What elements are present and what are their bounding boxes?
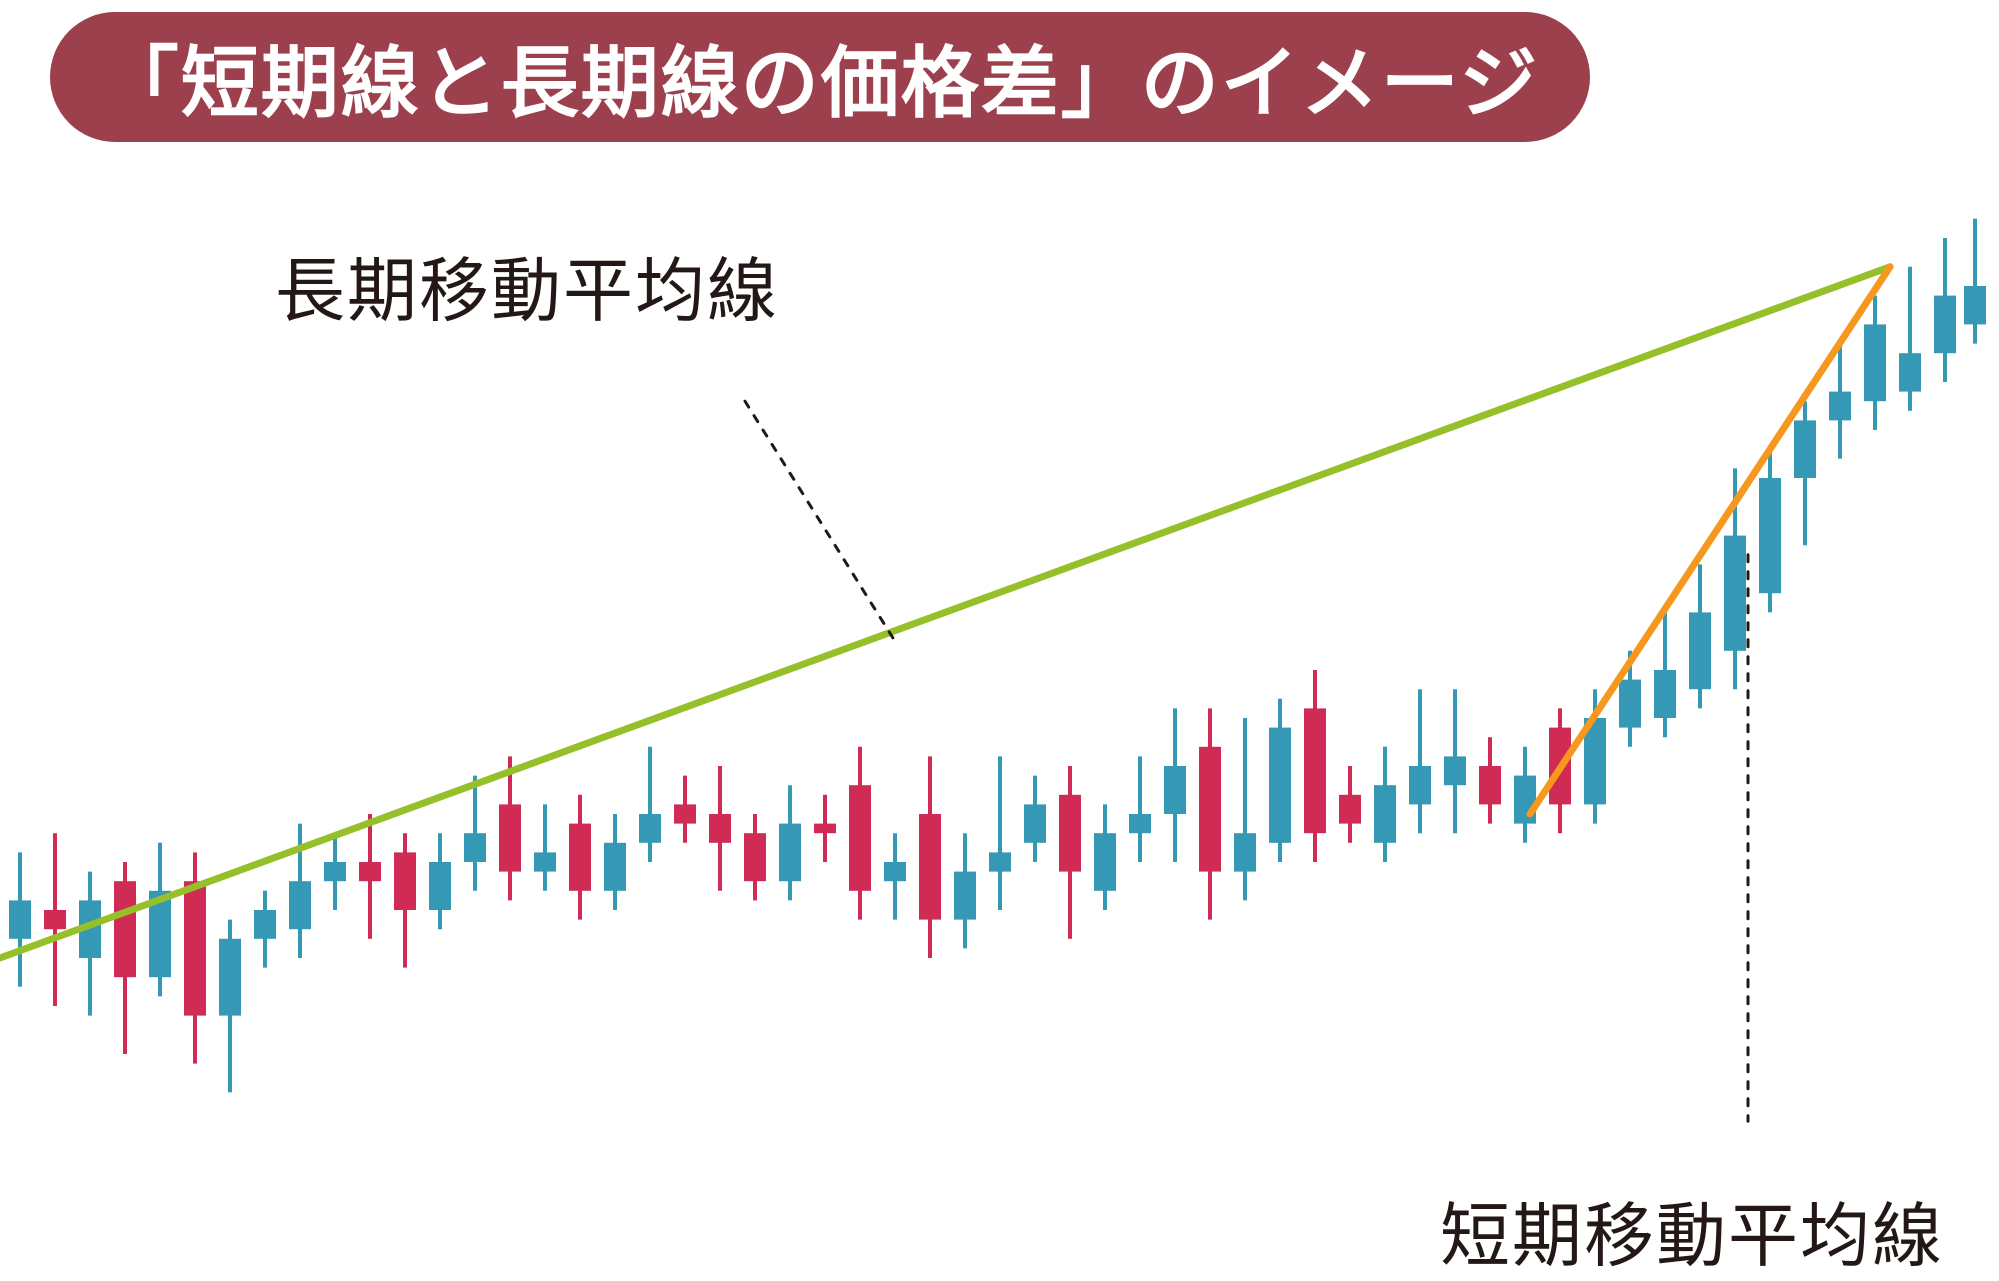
candle-body (1479, 766, 1501, 804)
candle-body (1864, 324, 1886, 401)
candle-body (604, 843, 626, 891)
candlestick-chart (0, 0, 1999, 1281)
long-leader (745, 401, 895, 641)
long-ma-label: 長期移動平均線 (275, 235, 779, 336)
candle-body (9, 900, 31, 938)
candle-body (884, 862, 906, 881)
candle-body (1059, 795, 1081, 872)
candle-body (1654, 670, 1676, 718)
candle-body (1964, 286, 1986, 324)
candle-body (814, 824, 836, 834)
candle-body (1829, 392, 1851, 421)
candle-body (499, 804, 521, 871)
candle-body (1899, 353, 1921, 391)
candle-body (639, 814, 661, 843)
candle-body (1269, 728, 1291, 843)
candle-body (324, 862, 346, 881)
candle-body (394, 852, 416, 910)
candle-body (744, 833, 766, 881)
short-ma-line (1530, 267, 1890, 814)
candle-body (1164, 766, 1186, 814)
candle-body (254, 910, 276, 939)
candles-group (9, 219, 1986, 1093)
long-ma-line (0, 267, 1890, 958)
candle-body (44, 910, 66, 929)
candle-body (1129, 814, 1151, 833)
candle-body (184, 881, 206, 1015)
candle-body (289, 881, 311, 929)
candle-body (429, 862, 451, 910)
candle-body (989, 852, 1011, 871)
candle-body (919, 814, 941, 920)
candle-body (534, 852, 556, 871)
candle-body (1094, 833, 1116, 891)
candle-body (1759, 478, 1781, 593)
candle-body (1934, 296, 1956, 354)
candle-body (1794, 420, 1816, 478)
candle-body (779, 824, 801, 882)
candle-body (1444, 756, 1466, 785)
candle-body (569, 824, 591, 891)
candle-body (1374, 785, 1396, 843)
candle-body (674, 804, 696, 823)
candle-body (1304, 708, 1326, 833)
candle-body (219, 939, 241, 1016)
candle-body (359, 862, 381, 881)
candle-body (1199, 747, 1221, 872)
candle-body (1724, 536, 1746, 651)
candle-body (1339, 795, 1361, 824)
candle-body (709, 814, 731, 843)
candle-body (1689, 612, 1711, 689)
chart-figure: 「短期線と長期線の価格差」のイメージ 長期移動平均線 短期移動平均線 (0, 0, 1999, 1281)
candle-body (1234, 833, 1256, 871)
candle-body (114, 881, 136, 977)
candle-body (1619, 680, 1641, 728)
short-ma-label: 短期移動平均線 (1440, 1180, 1944, 1281)
candle-body (849, 785, 871, 891)
candle-body (464, 833, 486, 862)
candle-body (1514, 776, 1536, 824)
candle-body (1409, 766, 1431, 804)
candle-body (1024, 804, 1046, 842)
candle-body (954, 872, 976, 920)
